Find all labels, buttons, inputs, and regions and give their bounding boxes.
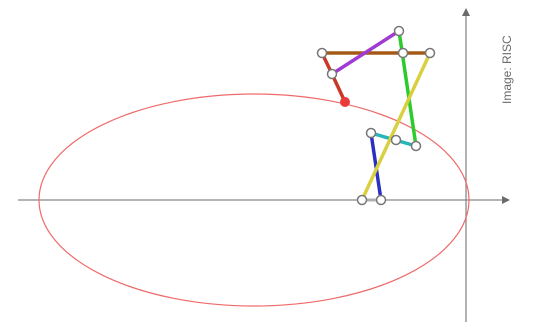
image-credit: Image: RISC [500,8,524,118]
link-purple [330,29,401,76]
joint [356,194,368,206]
joint [375,194,387,206]
tracer-point [340,97,350,107]
joint [365,127,377,139]
joint [390,134,402,146]
link-yellow [360,51,432,202]
joint [410,140,422,152]
joint [326,68,338,80]
joint [393,25,405,37]
image-credit-text: Image: RISC [500,35,514,104]
joint [397,47,409,59]
linkage-joints [316,25,436,206]
joint [316,47,328,59]
traced-ellipse [38,93,470,307]
linkage-bars [320,29,432,202]
joint [424,47,436,59]
